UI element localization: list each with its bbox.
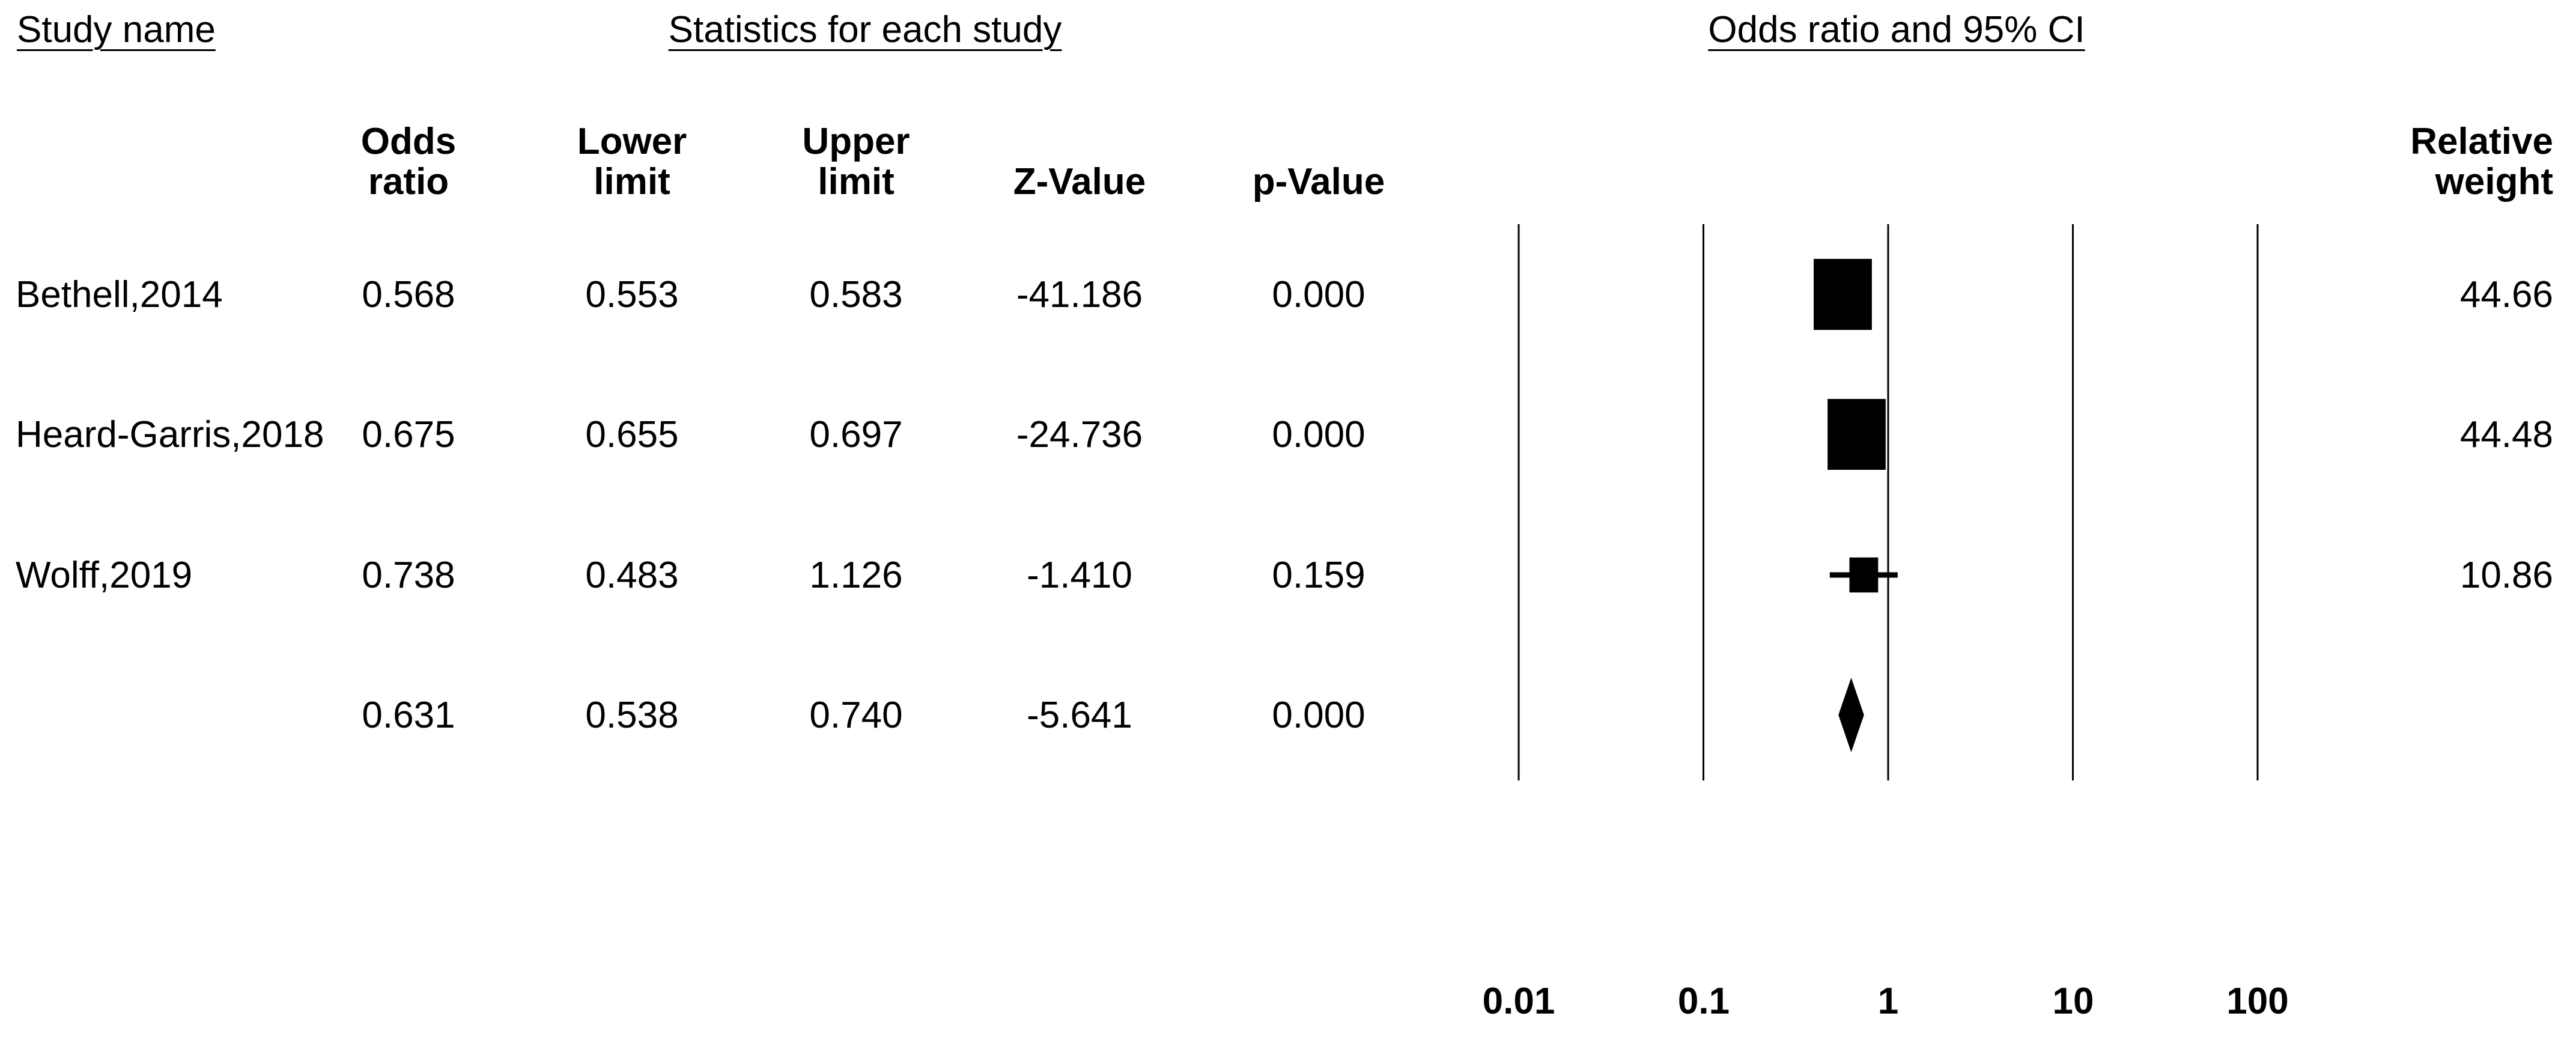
study-row-2-lower-limit: 0.655: [585, 414, 679, 455]
column-header-lower-limit-line1: Lower: [577, 121, 687, 162]
x-axis-tick-label-10: 10: [2052, 981, 2094, 1022]
column-header-odds-ratio-line1: Odds: [360, 121, 457, 162]
study-row-1-name: Bethell,2014: [16, 274, 223, 315]
study-row-3-p-value: 0.159: [1272, 555, 1365, 596]
study-row-2-p-value: 0.000: [1272, 414, 1365, 455]
column-header-z-value-line2: Z-Value: [1013, 161, 1146, 202]
study-row-3-odds-ratio: 0.738: [362, 555, 455, 596]
column-header-p-value: p-Value: [1198, 121, 1439, 202]
column-header-relative-weight-line2: weight: [2435, 161, 2553, 202]
column-header-lower-limit: Lower limit: [512, 121, 752, 202]
study-row-3-name: Wolff,2019: [16, 555, 193, 596]
column-header-upper-limit: Upper limit: [736, 121, 976, 202]
x-axis-tick-label-0.01: 0.01: [1482, 981, 1555, 1022]
column-header-relative-weight: Relative weight: [2241, 121, 2553, 202]
study-row-2-relative-weight: 44.48: [2459, 414, 2553, 455]
study-name-column-title: Study name: [17, 9, 216, 50]
study-row-3-z-value: -1.410: [1027, 555, 1132, 596]
summary-row-upper-limit: 0.740: [809, 695, 903, 736]
effect-size-marker-heard-garris-2018: [1827, 399, 1886, 470]
x-axis-tick-label-0.1: 0.1: [1677, 981, 1730, 1022]
column-header-upper-limit-line2: limit: [818, 161, 895, 202]
summary-diamond: [1838, 678, 1864, 752]
study-row-1-relative-weight: 44.66: [2459, 274, 2553, 315]
study-row-1-lower-limit: 0.553: [585, 274, 679, 315]
odds-ratio-ci-section-title: Odds ratio and 95% CI: [1708, 9, 2085, 50]
study-row-2-odds-ratio: 0.675: [362, 414, 455, 455]
statistics-section-title: Statistics for each study: [668, 9, 1062, 50]
study-row-1-upper-limit: 0.583: [809, 274, 903, 315]
summary-row-lower-limit: 0.538: [585, 695, 679, 736]
summary-row-z-value: -5.641: [1027, 695, 1132, 736]
column-header-relative-weight-line1: Relative: [2410, 121, 2553, 162]
column-header-lower-limit-line2: limit: [594, 161, 670, 202]
study-row-1-p-value: 0.000: [1272, 274, 1365, 315]
column-header-odds-ratio: Odds ratio: [288, 121, 529, 202]
x-axis-tick-label-1: 1: [1877, 981, 1899, 1022]
summary-row-odds-ratio: 0.631: [362, 695, 455, 736]
column-header-p-value-line2: p-Value: [1252, 161, 1385, 202]
effect-size-marker-bethell-2014: [1814, 258, 1872, 330]
study-row-2-z-value: -24.736: [1016, 414, 1143, 455]
study-row-2-upper-limit: 0.697: [809, 414, 903, 455]
study-row-3-relative-weight: 10.86: [2459, 555, 2553, 596]
column-header-odds-ratio-line2: ratio: [368, 161, 449, 202]
column-header-upper-limit-line1: Upper: [802, 121, 910, 162]
summary-row-p-value: 0.000: [1272, 695, 1365, 736]
study-row-2-name: Heard-Garris,2018: [16, 414, 324, 455]
column-header-z-value: Z-Value: [959, 121, 1200, 202]
study-row-3-lower-limit: 0.483: [585, 555, 679, 596]
column-header-z-value-line1: [959, 121, 1200, 162]
study-row-1-z-value: -41.186: [1016, 274, 1143, 315]
column-header-p-value-line1: [1198, 121, 1439, 162]
study-row-1-odds-ratio: 0.568: [362, 274, 455, 315]
x-axis-tick-label-100: 100: [2226, 981, 2289, 1022]
effect-size-marker-wolff-2019: [1849, 557, 1879, 593]
study-row-3-upper-limit: 1.126: [809, 555, 903, 596]
